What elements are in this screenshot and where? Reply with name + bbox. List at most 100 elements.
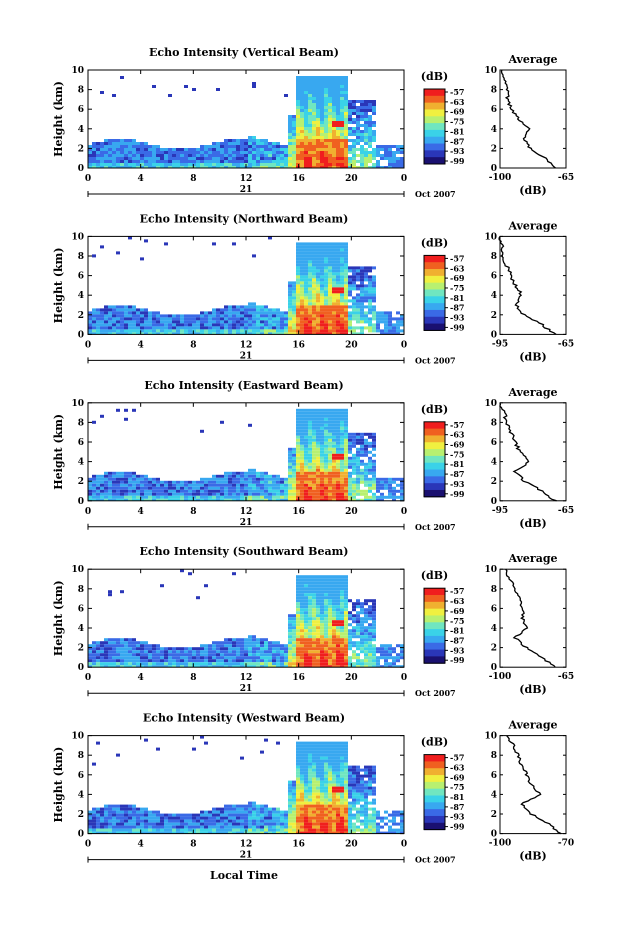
heatmap-cell	[316, 653, 320, 657]
heatmap-cell	[304, 659, 308, 663]
heatmap-cell	[108, 486, 112, 490]
heatmap-cell	[372, 623, 376, 627]
heatmap-cell	[96, 317, 100, 321]
heatmap-cell	[340, 269, 344, 273]
heatmap-cell	[256, 492, 260, 496]
heatmap-cell	[204, 145, 208, 148]
heatmap-cell	[132, 154, 136, 157]
heatmap-cell	[96, 329, 100, 333]
heatmap-cell	[336, 498, 340, 501]
heatmap-cell	[300, 302, 304, 306]
heatmap-cell	[364, 653, 368, 657]
colorbar-swatch	[424, 476, 445, 484]
heatmap-cell	[344, 151, 348, 154]
heatmap-cell	[320, 302, 324, 306]
colorbar-swatch	[424, 150, 445, 158]
heatmap-cell	[324, 100, 328, 103]
heatmap-cell	[196, 825, 200, 829]
heatmap-cell	[100, 142, 104, 145]
heatmap-cell	[312, 275, 316, 279]
heatmap-cell	[352, 299, 356, 303]
heatmap-cell	[336, 133, 340, 136]
heatmap-cell	[212, 145, 216, 148]
heatmap-cell	[304, 293, 308, 297]
heatmap-cell	[296, 157, 300, 160]
heatmap-cell	[328, 596, 332, 600]
heatmap-cell	[196, 166, 200, 168]
heatmap-cell	[336, 293, 340, 297]
heatmap-cell	[304, 486, 308, 490]
heatmap-cell	[88, 311, 92, 315]
heatmap-cell	[396, 160, 400, 163]
x-tick-label: 4	[138, 507, 144, 517]
heatmap-cell	[268, 163, 272, 166]
heatmap-cell	[288, 139, 292, 142]
heatmap-cell	[296, 260, 300, 264]
heatmap-cell	[120, 311, 124, 315]
heatmap-cell	[400, 480, 404, 484]
heatmap-cell	[376, 495, 380, 499]
heatmap-cell	[216, 486, 220, 490]
heatmap-cell	[372, 459, 376, 463]
heatmap-cell	[96, 332, 100, 335]
heatmap-cell	[372, 136, 376, 139]
heatmap-cell	[324, 115, 328, 118]
heatmap-cell	[196, 326, 200, 330]
heatmap-cell	[232, 641, 236, 645]
heatmap-cell	[252, 650, 256, 654]
heatmap-cell	[256, 477, 260, 481]
heatmap-cell	[308, 266, 312, 270]
heatmap-cell	[124, 408, 128, 412]
heatmap-cell	[112, 471, 116, 475]
heatmap-cell	[372, 130, 376, 133]
heatmap-cell	[372, 438, 376, 442]
heatmap-cell	[92, 816, 96, 820]
heatmap-cell	[348, 100, 352, 103]
heatmap-cell	[124, 320, 128, 324]
heatmap-cell	[148, 810, 152, 814]
heatmap-cell	[336, 136, 340, 139]
heatmap-cell	[144, 163, 148, 166]
heatmap-cell	[392, 492, 396, 496]
heatmap-cell	[376, 662, 380, 666]
heatmap-cell	[388, 665, 392, 668]
heatmap-cell	[356, 299, 360, 303]
heatmap-cell	[328, 127, 332, 130]
heatmap-cell	[148, 166, 152, 168]
heatmap-cell	[252, 665, 256, 668]
heatmap-cell	[296, 650, 300, 654]
heatmap-cell	[296, 635, 300, 639]
heatmap-cell	[256, 329, 260, 333]
heatmap-cell	[124, 157, 128, 160]
heatmap-cell	[156, 647, 160, 651]
heatmap-cell	[304, 91, 308, 94]
heatmap-cell	[336, 575, 340, 579]
heatmap-cell	[224, 145, 228, 148]
heatmap-cell	[284, 492, 288, 496]
heatmap-cell	[324, 260, 328, 264]
heatmap-cell	[276, 662, 280, 666]
heatmap-cell	[168, 148, 172, 151]
heatmap-cell	[144, 148, 148, 151]
heatmap-cell	[108, 822, 112, 826]
heatmap-cell	[348, 314, 352, 318]
heatmap-cell	[308, 79, 312, 82]
heatmap-cell	[248, 136, 252, 139]
heatmap-cell	[316, 408, 320, 412]
heatmap-cell	[288, 157, 292, 160]
heatmap-cell	[264, 495, 268, 499]
heatmap-cell	[344, 323, 348, 327]
heatmap-cell	[332, 611, 336, 615]
heatmap-cell	[312, 408, 316, 412]
heatmap-cell	[132, 326, 136, 330]
heatmap-cell	[352, 332, 356, 335]
heatmap-cell	[104, 323, 108, 327]
heatmap-cell	[292, 453, 296, 457]
heatmap-cell	[264, 148, 268, 151]
heatmap-cell	[192, 88, 196, 91]
heatmap-cell	[220, 659, 224, 663]
heatmap-cell	[200, 819, 204, 823]
heatmap-cell	[372, 163, 376, 166]
heatmap-cell	[308, 82, 312, 85]
heatmap-cell	[292, 154, 296, 157]
